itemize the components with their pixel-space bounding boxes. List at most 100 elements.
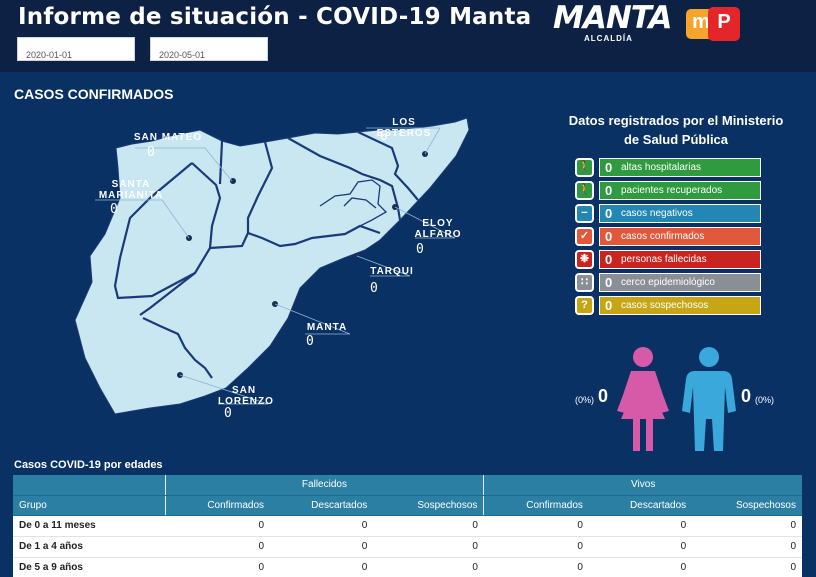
stat-pacientes-recuperados: 🚶 0 pacientes recuperados: [575, 181, 763, 200]
column-header[interactable]: Sospechosos: [692, 495, 802, 516]
male-icon: [682, 347, 736, 451]
check-icon: ✓: [575, 227, 594, 246]
table-cell: 0: [165, 557, 271, 577]
stat-personas-fallecidas: ❉ 0 personas fallecidas: [575, 250, 763, 269]
map-count-tarqui: 0: [370, 281, 378, 296]
map-label-san-lorenzo: SAN LORENZO: [218, 385, 274, 407]
person-up-icon: 🚶: [575, 181, 594, 200]
table-cell: 0: [373, 557, 484, 577]
marker-san-mateo: [230, 178, 236, 184]
table-cell: 0: [588, 536, 693, 558]
age-table: Fallecidos Vivos Grupo Confirmados Desca…: [13, 475, 802, 577]
stat-label: casos negativos: [621, 208, 693, 219]
map-count-eloy-alfaro: 0: [416, 242, 424, 257]
female-icon: [617, 347, 669, 451]
map-count-san-mateo: 0: [147, 145, 155, 160]
label-leaders: [95, 127, 456, 405]
map-label-manta: MANTA: [306, 322, 348, 333]
table-cell: 0: [270, 515, 374, 537]
table-row: De 0 a 11 meses 0 0 0 0 0 0: [13, 515, 802, 537]
map-count-santa-marianita: 0: [110, 202, 118, 217]
stat-bar: 0 cerco epidemiológico: [599, 273, 761, 292]
stat-value: 0: [605, 160, 613, 175]
table-cell: 0: [692, 557, 802, 577]
map-count-los-esteros: 0: [380, 129, 388, 144]
table-cell: 0: [483, 515, 589, 537]
age-table-section-fallecidos: Fallecidos: [164, 475, 484, 496]
stat-label: casos sospechosos: [621, 300, 709, 311]
column-header[interactable]: Confirmados: [483, 495, 589, 516]
column-header-grupo[interactable]: Grupo: [13, 495, 165, 516]
stat-value: 0: [605, 229, 613, 244]
stat-label: casos confirmados: [621, 231, 705, 242]
stat-bar: 0 pacientes recuperados: [599, 181, 761, 200]
stat-bar: 0 personas fallecidas: [599, 250, 761, 269]
male-percent: (0%): [755, 395, 775, 405]
minus-icon: −: [575, 204, 594, 223]
ribbon-icon: ❉: [575, 250, 594, 269]
female-percent: (0%): [575, 395, 595, 405]
table-cell: 0: [483, 536, 589, 558]
stat-value: 0: [605, 298, 613, 313]
map-label-eloy-alfaro: ELOY ALFARO: [414, 218, 462, 240]
table-cell: 0: [165, 515, 271, 537]
age-table-section-row: Fallecidos Vivos: [13, 475, 802, 496]
stat-label: personas fallecidas: [621, 254, 707, 265]
column-header[interactable]: Confirmados: [164, 495, 271, 516]
table-cell: 0: [588, 557, 693, 577]
row-group: De 1 a 4 años: [13, 536, 165, 558]
manta-logo-word: MANTA: [553, 0, 673, 36]
map-label-san-mateo: SAN MATEO: [133, 132, 203, 143]
msp-logo: m P: [686, 5, 744, 43]
map-count-san-lorenzo: 0: [224, 406, 232, 421]
column-header[interactable]: Sospechosos: [373, 495, 484, 516]
stat-casos-confirmados: ✓ 0 casos confirmados: [575, 227, 763, 246]
msp-logo-p: P: [708, 7, 740, 41]
stat-casos-sospechosos: ? 0 casos sospechosos: [575, 296, 763, 315]
stat-label: cerco epidemiológico: [621, 277, 715, 288]
stat-bar: 0 casos negativos: [599, 204, 761, 223]
parish-markers: [177, 151, 428, 378]
male-count: 0: [741, 386, 752, 406]
stat-bar: 0 casos confirmados: [599, 227, 761, 246]
table-cell: 0: [165, 536, 271, 558]
map-label-tarqui: TARQUI: [370, 266, 414, 277]
age-table-header-row: Grupo Confirmados Descartados Sospechoso…: [13, 495, 802, 516]
map-count-manta: 0: [306, 334, 314, 349]
table-cell: 0: [373, 515, 484, 537]
manta-logo: MANTA ALCALDÍA: [553, 3, 673, 44]
row-group: De 5 a 9 años: [13, 557, 165, 577]
stat-label: altas hospitalarias: [621, 162, 702, 173]
table-cell: 0: [692, 536, 802, 558]
table-cell: 0: [588, 515, 693, 537]
column-header[interactable]: Descartados: [270, 495, 374, 516]
table-cell: 0: [270, 557, 374, 577]
stat-value: 0: [605, 206, 613, 221]
age-table-title: Casos COVID-19 por edades: [14, 459, 163, 471]
stats-title: Datos registrados por el Ministerio de S…: [568, 113, 784, 147]
person-up-icon: 🚶: [575, 158, 594, 177]
stat-value: 0: [605, 275, 613, 290]
age-table-corner: [13, 475, 165, 496]
table-cell: 0: [483, 557, 589, 577]
column-header[interactable]: Descartados: [588, 495, 693, 516]
manta-logo-sub: ALCALDÍA: [584, 34, 633, 43]
tarqui-eloy-borders: [319, 179, 388, 227]
table-row: De 1 a 4 años 0 0 0 0 0 0: [13, 536, 802, 558]
age-table-section-vivos: Vivos: [483, 475, 802, 496]
stat-bar: 0 casos sospechosos: [599, 296, 761, 315]
start-date-input[interactable]: 2020-01-01: [17, 37, 135, 61]
end-date-input[interactable]: 2020-05-01: [150, 37, 268, 61]
stat-value: 0: [605, 252, 613, 267]
dots-icon: ∷: [575, 273, 594, 292]
map-label-los-esteros: LOS ESTEROS: [376, 117, 432, 139]
question-icon: ?: [575, 296, 594, 315]
stat-value: 0: [605, 183, 613, 198]
map-land: [74, 117, 470, 415]
row-group: De 0 a 11 meses: [13, 515, 165, 537]
section-title: CASOS CONFIRMADOS: [14, 86, 174, 102]
table-row: De 5 a 9 años 0 0 0 0 0 0: [13, 557, 802, 577]
parish-borders: [113, 131, 419, 379]
female-count: 0: [598, 386, 609, 406]
stat-altas-hospitalarias: 🚶 0 altas hospitalarias: [575, 158, 763, 177]
